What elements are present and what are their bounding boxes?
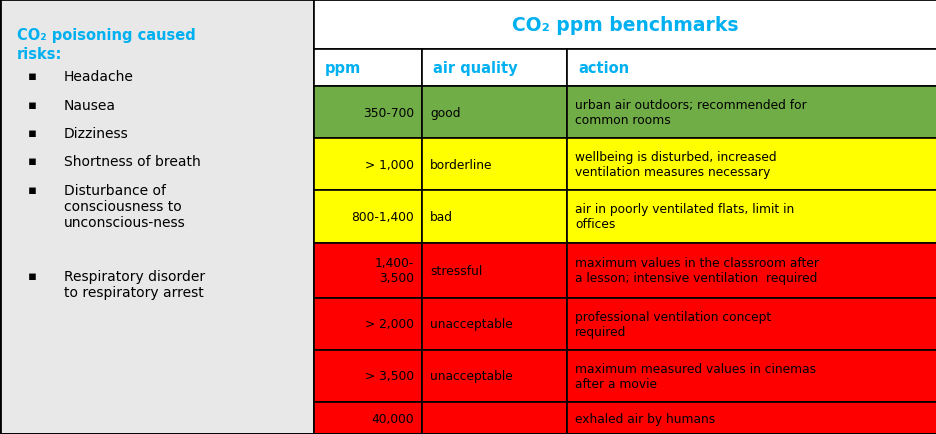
Text: Respiratory disorder
to respiratory arrest: Respiratory disorder to respiratory arre… <box>64 269 205 299</box>
Text: professional ventilation concept
required: professional ventilation concept require… <box>575 310 770 338</box>
Text: exhaled air by humans: exhaled air by humans <box>575 411 715 424</box>
Text: ppm: ppm <box>325 61 361 76</box>
Bar <box>314 139 421 191</box>
Text: unacceptable: unacceptable <box>430 318 512 331</box>
Bar <box>314 243 421 298</box>
Text: borderline: borderline <box>430 158 492 171</box>
Bar <box>566 50 936 87</box>
Text: > 1,000: > 1,000 <box>365 158 414 171</box>
Bar <box>421 87 566 139</box>
Bar <box>566 402 936 434</box>
Bar <box>314 87 421 139</box>
Text: air in poorly ventilated flats, limit in
offices: air in poorly ventilated flats, limit in… <box>575 203 794 231</box>
Text: maximum measured values in cinemas
after a movie: maximum measured values in cinemas after… <box>575 362 815 390</box>
Text: ▪: ▪ <box>28 70 37 83</box>
Text: bad: bad <box>430 210 453 224</box>
Text: Nausea: Nausea <box>64 99 115 112</box>
Text: Headache: Headache <box>64 70 134 84</box>
Bar <box>421 243 566 298</box>
Bar <box>421 298 566 350</box>
Text: ▪: ▪ <box>28 269 37 282</box>
Bar <box>314 50 421 87</box>
Text: good: good <box>430 106 461 119</box>
Text: 350-700: 350-700 <box>362 106 414 119</box>
Bar <box>314 0 936 50</box>
Text: 1,400-
3,500: 1,400- 3,500 <box>374 256 414 285</box>
Bar <box>566 243 936 298</box>
Text: wellbeing is disturbed, increased
ventilation measures necessary: wellbeing is disturbed, increased ventil… <box>575 151 776 179</box>
Text: CO₂ ppm benchmarks: CO₂ ppm benchmarks <box>512 16 738 34</box>
Text: urban air outdoors; recommended for
common rooms: urban air outdoors; recommended for comm… <box>575 99 806 127</box>
Bar <box>421 139 566 191</box>
Text: CO₂ poisoning caused: CO₂ poisoning caused <box>17 28 196 43</box>
Bar <box>314 402 421 434</box>
Bar <box>421 402 566 434</box>
Bar <box>421 50 566 87</box>
Text: ▪: ▪ <box>28 99 37 112</box>
Bar <box>566 350 936 402</box>
Text: 40,000: 40,000 <box>372 411 414 424</box>
Text: risks:: risks: <box>17 46 62 61</box>
Bar <box>421 350 566 402</box>
Text: Disturbance of
consciousness to
unconscious­ness: Disturbance of consciousness to unconsci… <box>64 183 185 230</box>
Bar <box>566 191 936 243</box>
Text: Shortness of breath: Shortness of breath <box>64 155 200 169</box>
Text: ▪: ▪ <box>28 127 37 140</box>
Bar <box>314 298 421 350</box>
Text: action: action <box>578 61 629 76</box>
Text: unacceptable: unacceptable <box>430 370 512 383</box>
Text: 800-1,400: 800-1,400 <box>351 210 414 224</box>
Text: maximum values in the classroom after
a lesson; intensive ventilation  required: maximum values in the classroom after a … <box>575 256 818 285</box>
Bar <box>0 0 314 434</box>
Bar <box>566 87 936 139</box>
Text: > 3,500: > 3,500 <box>365 370 414 383</box>
Bar <box>566 139 936 191</box>
Bar <box>421 191 566 243</box>
Text: Dizziness: Dizziness <box>64 127 128 141</box>
Bar <box>566 298 936 350</box>
Bar <box>314 191 421 243</box>
Text: stressful: stressful <box>430 264 482 277</box>
Bar <box>314 350 421 402</box>
Text: air quality: air quality <box>432 61 517 76</box>
Text: ▪: ▪ <box>28 155 37 168</box>
Text: > 2,000: > 2,000 <box>365 318 414 331</box>
Text: ▪: ▪ <box>28 183 37 196</box>
